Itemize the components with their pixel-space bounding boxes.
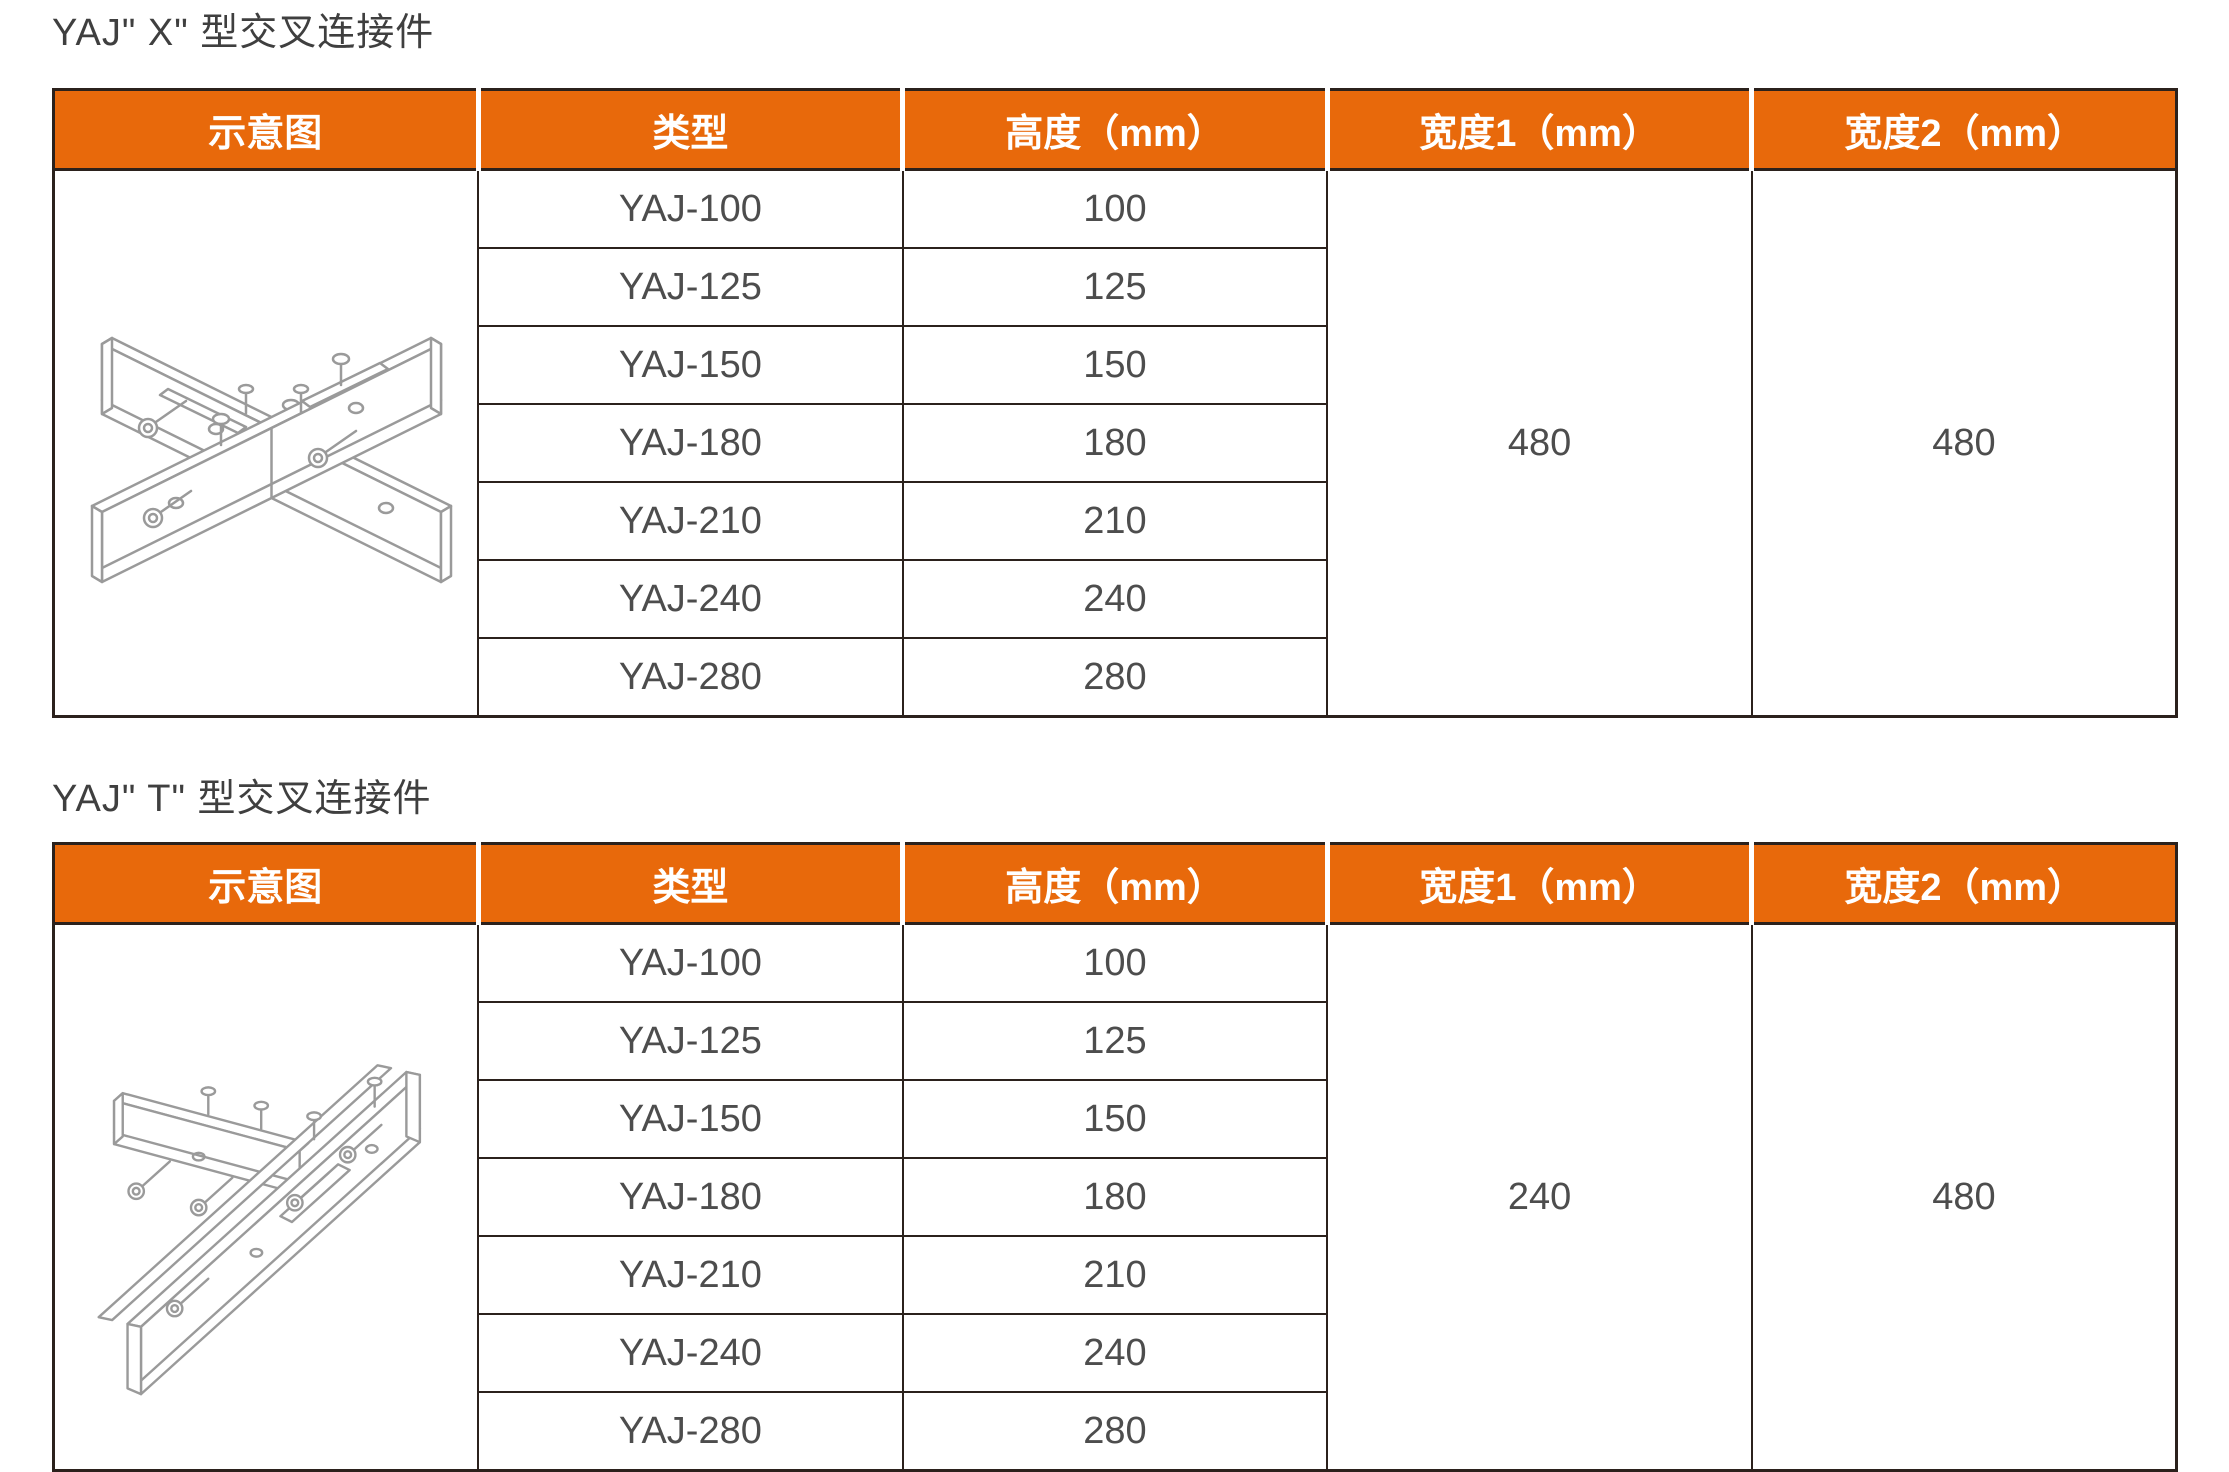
table-row: YAJ-180 180 — [54, 1157, 2177, 1237]
col-header-width2: 宽度2（mm） — [1749, 89, 2177, 171]
table-row: YAJ-180 180 — [54, 403, 2177, 483]
table-row: YAJ-280 280 — [54, 637, 2177, 718]
cell-type: YAJ-280 — [477, 1391, 904, 1472]
cell-height: 210 — [901, 481, 1329, 561]
cell-height: 280 — [901, 1391, 1329, 1472]
cell-height: 100 — [901, 922, 1329, 1003]
cell-height: 180 — [901, 403, 1329, 483]
cell-width1: 480 — [1326, 168, 1753, 718]
cell-type: YAJ-125 — [477, 247, 904, 327]
cell-type: YAJ-210 — [477, 1235, 904, 1315]
col-header-width1: 宽度1（mm） — [1324, 843, 1752, 925]
spec-table-x: 示意图 类型 高度（mm） 宽度1（mm） 宽度2（mm） — [52, 88, 2178, 718]
section-t-type: YAJ" T" 型交叉连接件 示意图 类型 高度（mm） 宽度1（mm） 宽度2… — [52, 778, 2178, 1472]
table-row: YAJ-210 210 — [54, 481, 2177, 561]
cell-height: 240 — [901, 1313, 1329, 1393]
cell-height: 150 — [901, 1079, 1329, 1159]
cell-type: YAJ-240 — [477, 1313, 904, 1393]
cell-height: 100 — [901, 168, 1329, 249]
cell-height: 180 — [901, 1157, 1329, 1237]
cell-type: YAJ-180 — [477, 403, 904, 483]
col-header-width2: 宽度2（mm） — [1749, 843, 2177, 925]
col-header-height: 高度（mm） — [900, 89, 1328, 171]
cell-type: YAJ-180 — [477, 1157, 904, 1237]
table-row: YAJ-125 125 — [54, 247, 2177, 327]
col-header-width1: 宽度1（mm） — [1324, 89, 1752, 171]
col-header-diagram: 示意图 — [53, 89, 479, 171]
table-row: YAJ-150 150 — [54, 325, 2177, 405]
cell-height: 150 — [901, 325, 1329, 405]
section-x-type: YAJ" X" 型交叉连接件 示意图 类型 高度（mm） 宽度1（mm） 宽度2… — [52, 12, 2178, 718]
cell-width2: 480 — [1750, 922, 2178, 1472]
table-row: YAJ-210 210 — [54, 1235, 2177, 1315]
cell-type: YAJ-150 — [477, 325, 904, 405]
cell-height: 240 — [901, 559, 1329, 639]
cell-type: YAJ-100 — [477, 922, 904, 1003]
col-header-height: 高度（mm） — [900, 843, 1328, 925]
section-title: YAJ" T" 型交叉连接件 — [52, 778, 432, 820]
diagram-cell — [52, 922, 480, 1472]
header-row: 示意图 类型 高度（mm） 宽度1（mm） 宽度2（mm） — [53, 843, 2177, 925]
x-connector-diagram — [90, 336, 453, 584]
cell-height: 210 — [901, 1235, 1329, 1315]
cell-type: YAJ-240 — [477, 559, 904, 639]
cell-height: 280 — [901, 637, 1329, 718]
col-header-type: 类型 — [475, 89, 903, 171]
cell-height: 125 — [901, 247, 1329, 327]
table-row: YAJ-125 125 — [54, 1001, 2177, 1081]
header-row: 示意图 类型 高度（mm） 宽度1（mm） 宽度2（mm） — [53, 89, 2177, 171]
t-connector-diagram — [97, 1064, 422, 1396]
table-row: YAJ-150 150 — [54, 1079, 2177, 1159]
col-header-diagram: 示意图 — [53, 843, 479, 925]
cell-type: YAJ-210 — [477, 481, 904, 561]
diagram-cell — [52, 168, 480, 718]
table-row: YAJ-100 100 480 480 — [52, 168, 2178, 718]
cell-width2: 480 — [1750, 168, 2178, 718]
table-row: YAJ-100 100 240 480 — [52, 922, 2178, 1472]
spec-table-t: 示意图 类型 高度（mm） 宽度1（mm） 宽度2（mm） — [52, 842, 2178, 1472]
section-title: YAJ" X" 型交叉连接件 — [52, 12, 435, 54]
col-header-type: 类型 — [475, 843, 903, 925]
cell-type: YAJ-150 — [477, 1079, 904, 1159]
cell-type: YAJ-125 — [477, 1001, 904, 1081]
cell-type: YAJ-280 — [477, 637, 904, 718]
table-row: YAJ-240 240 — [54, 1313, 2177, 1393]
cell-width1: 240 — [1326, 922, 1753, 1472]
cell-type: YAJ-100 — [477, 168, 904, 249]
cell-height: 125 — [901, 1001, 1329, 1081]
table-row: YAJ-240 240 — [54, 559, 2177, 639]
